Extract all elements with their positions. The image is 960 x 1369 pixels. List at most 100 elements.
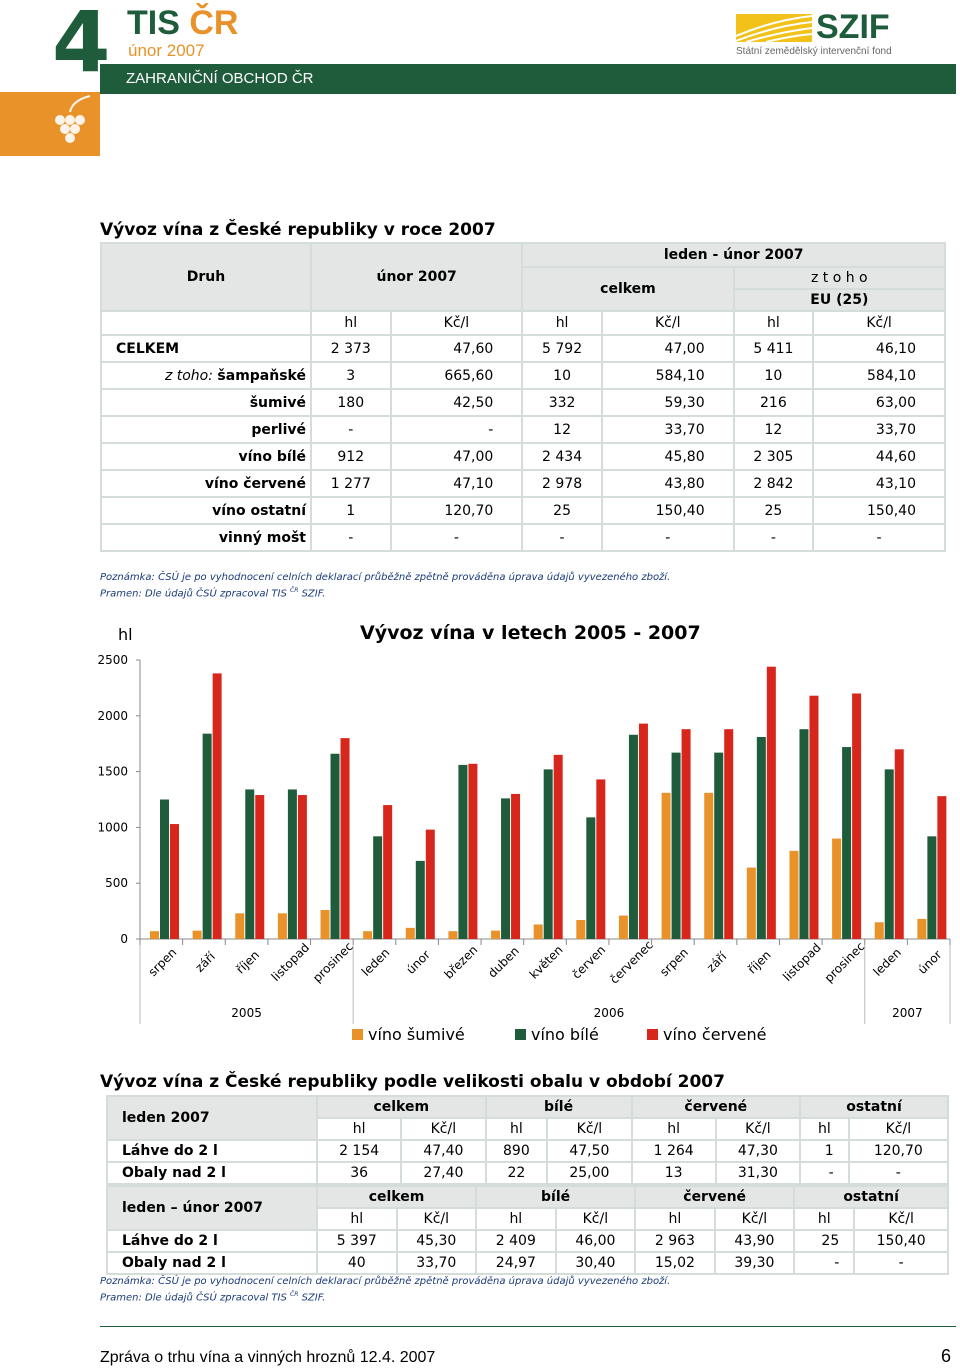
x-tick-label: březen <box>441 943 480 982</box>
y-tick-label: 0 <box>120 932 128 946</box>
bar <box>746 867 756 939</box>
bar <box>448 931 458 939</box>
x-tick-label: červenec <box>607 938 656 987</box>
col-ztoho: z t o h o <box>732 266 947 290</box>
x-tick-label: září <box>192 949 218 975</box>
bar <box>756 737 766 939</box>
page-number: 6 <box>941 1346 952 1366</box>
bar <box>170 824 179 939</box>
y-tick-label: 500 <box>105 876 128 890</box>
section-bar: ZAHRANIČNÍ OBCHOD ČR <box>100 64 956 94</box>
export-table: Druh únor 2007 leden - únor 2007 celkem … <box>100 242 947 552</box>
bar <box>842 747 852 939</box>
bar <box>894 749 904 939</box>
table-row: víno ostatní 1 120,70 25 150,40 25 150,40 <box>100 496 946 525</box>
y-tick-label: 1500 <box>97 765 128 779</box>
unit-cell: hl <box>521 310 603 336</box>
bar <box>468 763 478 939</box>
table2-source: Pramen: Dle údajů ČSÚ zpracoval TIS ČR S… <box>100 1291 326 1304</box>
table-row: Láhve do 2 l 5 397 45,30 2 409 46,00 2 963… <box>106 1229 949 1253</box>
bar <box>415 860 425 939</box>
grape-icon <box>55 95 91 143</box>
bar <box>927 836 937 939</box>
x-tick-label: listopad <box>780 940 824 984</box>
legend-swatch <box>352 1029 363 1040</box>
bar <box>917 918 927 939</box>
bar <box>297 795 307 939</box>
col-druh: Druh <box>100 242 312 312</box>
footer-divider <box>100 1326 956 1327</box>
bar <box>202 733 212 939</box>
x-tick-label: leden <box>359 945 392 978</box>
year-label: 2005 <box>231 1006 262 1020</box>
legend-label: víno šumivé <box>368 1025 465 1044</box>
table1-note: Poznámka: ČSÚ je po vyhodnocení celních … <box>100 572 671 583</box>
bar <box>799 729 809 939</box>
table1-title: Vývoz vína z České republiky v roce 2007 <box>100 220 496 240</box>
table1-source: Pramen: Dle údajů ČSÚ zpracoval TIS ČR S… <box>100 587 326 600</box>
bar <box>458 764 468 939</box>
period-label: leden – únor 2007 <box>106 1185 318 1231</box>
bar <box>192 930 202 939</box>
bar <box>704 792 714 939</box>
bar <box>533 924 543 939</box>
bar <box>543 769 553 939</box>
brand-tis: TIS ČR <box>127 4 239 42</box>
bar <box>628 734 638 939</box>
table-row: víno bílé 912 47,00 2 434 45,80 2 305 44,60 <box>100 442 946 471</box>
col-period: leden - únor 2007 <box>521 242 946 268</box>
bar <box>330 753 340 939</box>
bar <box>661 792 671 939</box>
szif-name: SZIF <box>816 8 890 46</box>
legend-label: víno červené <box>663 1025 766 1044</box>
bar <box>373 836 383 939</box>
bar <box>576 920 586 939</box>
bar <box>714 752 724 939</box>
bar <box>235 913 245 939</box>
bar <box>618 915 628 939</box>
bar <box>511 793 521 939</box>
table2-title: Vývoz vína z České republiky podle velik… <box>100 1072 725 1092</box>
bar <box>245 789 255 939</box>
bar <box>681 729 691 939</box>
export-chart: hl Vývoz vína v letech 2005 - 2007 0 500 100… <box>97 622 951 1044</box>
footer-text: Zpráva o trhu vína a vinných hroznů 12.4… <box>100 1349 436 1366</box>
y-tick-label: 2000 <box>97 709 128 723</box>
x-tick-label: únor <box>915 947 944 976</box>
szif-logo-icon <box>736 14 812 42</box>
table-row: šumivé 180 42,50 332 59,30 216 63,00 <box>100 388 946 417</box>
bar <box>160 799 169 939</box>
legend-label: víno bílé <box>531 1025 599 1044</box>
bar <box>320 909 330 939</box>
bar <box>383 805 393 939</box>
bar <box>874 922 884 939</box>
grape-emblem <box>0 92 100 156</box>
table-row: vinný mošt -- -- -- <box>100 523 946 552</box>
bar <box>884 769 894 939</box>
bar <box>340 738 350 939</box>
bar <box>852 693 862 939</box>
x-tick-label: srpen <box>657 945 691 979</box>
bar <box>491 930 501 939</box>
bar <box>832 838 842 939</box>
table-row: víno červené 1 277 47,10 2 978 43,80 2 842… <box>100 469 946 498</box>
table-row: Obaly nad 2 l 36 27,40 22 25,00 13 31,30 -- <box>106 1161 950 1185</box>
bar <box>671 752 681 939</box>
y-tick-label: 1000 <box>97 820 128 834</box>
x-tick-label: leden <box>870 945 903 978</box>
year-label: 2006 <box>594 1006 625 1020</box>
bar <box>724 729 734 939</box>
bar <box>277 913 287 939</box>
packaging-table-jan: leden 2007 celkem bílé červené ostatní h… <box>106 1095 950 1185</box>
x-tick-label: září <box>704 949 730 975</box>
bar <box>501 798 511 939</box>
table-row: perlivé -- 12 33,70 12 33,70 <box>100 415 946 444</box>
bar <box>553 754 563 939</box>
legend-swatch <box>647 1029 658 1040</box>
x-tick-label: prosinec <box>822 939 868 985</box>
x-tick-label: říjen <box>233 948 262 977</box>
packaging-table-janfeb: leden – únor 2007 celkem bílé červené os… <box>106 1185 949 1275</box>
x-tick-label: únor <box>404 947 433 976</box>
bar <box>405 927 415 939</box>
x-tick-label: prosinec <box>310 939 356 985</box>
